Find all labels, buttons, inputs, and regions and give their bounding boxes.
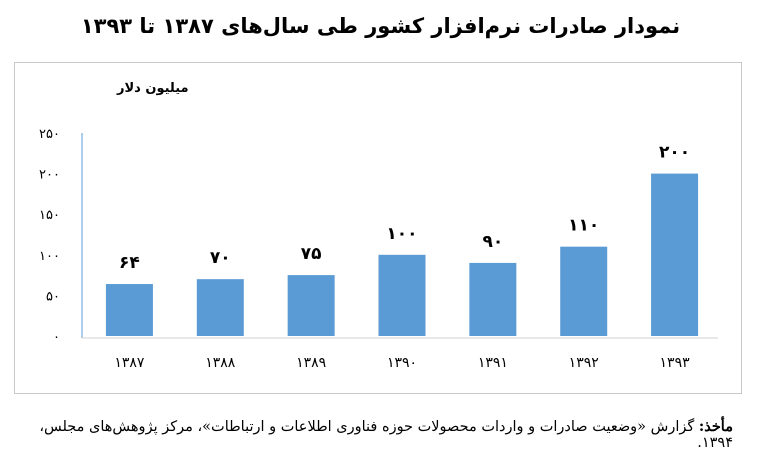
x-tick-label: ۱۳۸۹	[296, 355, 326, 371]
y-tick-label: ۱۵۰	[39, 208, 60, 223]
data-label: ۷۰	[210, 248, 231, 268]
data-label: ۶۴	[119, 253, 140, 273]
data-labels: ۶۴ ۷۰ ۷۵ ۱۰۰ ۹۰ ۱۱۰ ۲۰۰	[119, 143, 690, 273]
source-text: گزارش «وضعیت صادرات و واردات محصولات حوز…	[39, 419, 733, 451]
bar	[287, 275, 335, 336]
x-tick-label: ۱۳۹۲	[569, 355, 599, 371]
bar	[560, 246, 608, 336]
x-tick-label: ۱۳۹۰	[387, 355, 417, 371]
y-tick-labels: ۰ ۵۰ ۱۰۰ ۱۵۰ ۲۰۰ ۲۵۰	[39, 127, 60, 345]
bar	[651, 173, 699, 336]
x-tick-label: ۱۳۹۳	[660, 355, 691, 371]
chart-title: نمودار صادرات نرم‌افزار کشور طی سال‌های …	[80, 14, 681, 38]
data-label: ۲۰۰	[659, 143, 690, 163]
bars	[105, 173, 699, 336]
x-tick-label: ۱۳۸۸	[205, 355, 236, 371]
y-tick-label: ۵۰	[46, 289, 60, 304]
x-tick-label: ۱۳۸۷	[114, 355, 145, 371]
bar	[378, 254, 426, 336]
y-tick-label: ۰	[53, 330, 60, 345]
x-tick-labels: ۱۳۸۷ ۱۳۸۸ ۱۳۸۹ ۱۳۹۰ ۱۳۹۱ ۱۳۹۲ ۱۳۹۳	[114, 355, 690, 371]
y-tick-label: ۲۵۰	[39, 127, 60, 142]
data-label: ۱۰۰	[386, 224, 417, 244]
bar	[105, 284, 153, 336]
data-label: ۱۱۰	[568, 216, 599, 236]
source-label: مأخذ:	[698, 418, 733, 435]
x-tick-label: ۱۳۹۱	[478, 355, 508, 371]
chart-frame	[14, 62, 742, 394]
y-tick-label: ۲۰۰	[39, 168, 60, 183]
bar	[196, 279, 244, 336]
y-tick-label: ۱۰۰	[39, 249, 60, 264]
bar	[469, 262, 517, 336]
source-note: مأخذ: گزارش «وضعیت صادرات و واردات محصول…	[13, 418, 733, 451]
y-axis-label: میلیون دلار	[116, 81, 189, 96]
data-label: ۷۵	[301, 244, 322, 264]
data-label: ۹۰	[482, 232, 503, 252]
